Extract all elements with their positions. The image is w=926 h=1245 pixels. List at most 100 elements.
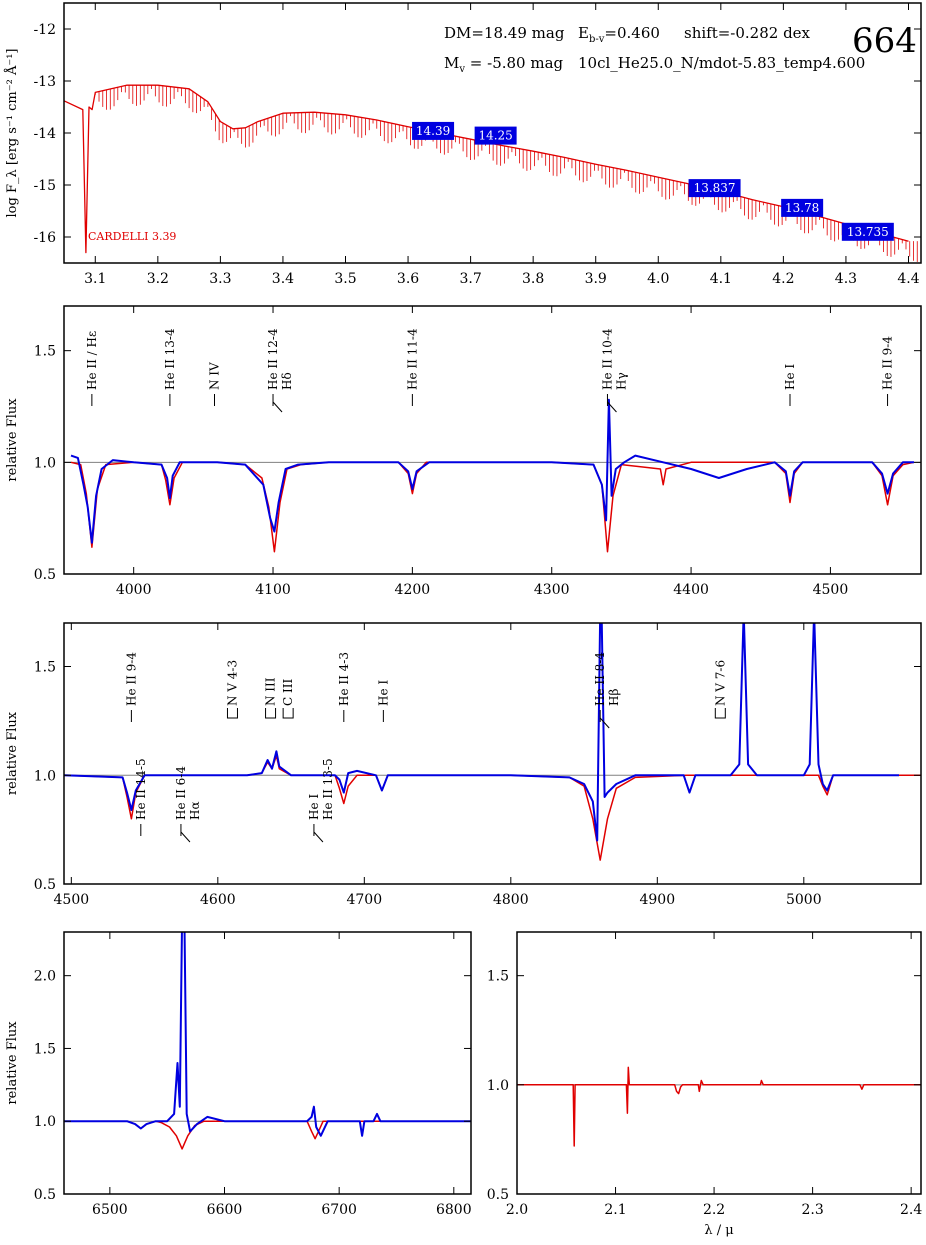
line-id-connector — [313, 831, 324, 843]
blue-panel: 4000 4100 4200 4300 4400 4500 0.5 1.0 1.5 relativ… — [5, 305, 922, 598]
red-observed-spectrum — [64, 932, 471, 1137]
sed-xtick-label: 4.2 — [772, 271, 794, 287]
sed-xtick-label: 4.4 — [897, 271, 919, 287]
blue-frame — [63, 305, 922, 575]
line-id-bracket — [282, 708, 294, 719]
line-id-label: C III — [281, 679, 295, 706]
sed-panel: 14.39 14.25 13.837 13.78 13.735 3.1 3.2 3.3 3.4 3… — [4, 2, 922, 287]
photometry-box — [474, 126, 517, 145]
green-plot-area — [64, 623, 921, 861]
sed-xtick-label: 4.1 — [710, 271, 732, 287]
line-id-bracket — [714, 708, 726, 719]
blue-ylabel: relative Flux — [5, 398, 20, 482]
ir-xtick-label: 2.3 — [801, 1202, 823, 1218]
line-id-label: He II 6-4 — [174, 766, 188, 820]
sed-xtick-label: 3.6 — [397, 271, 419, 287]
red-ytick-label: 1.5 — [34, 1041, 56, 1057]
line-id-bracket — [226, 708, 238, 719]
mv-value: = -5.80 mag — [465, 54, 564, 72]
line-id-label: He I — [783, 364, 797, 390]
ir-xtick-label: 2.1 — [604, 1202, 626, 1218]
line-id-connector — [607, 401, 617, 413]
green-frame — [63, 622, 922, 885]
line-id-label: N III — [264, 677, 278, 706]
photometry-label: 14.39 — [416, 124, 450, 138]
red-ytick-label: 2.0 — [34, 969, 56, 985]
ir-panel: 2.0 2.1 2.2 2.3 2.4 0.5 1.0 1.5 λ / μ — [487, 931, 922, 1238]
line-id-label-secondary: Hδ — [280, 372, 294, 390]
ir-xtick-label: 2.0 — [506, 1202, 528, 1218]
line-id-connector — [180, 831, 191, 843]
line-id-connector — [272, 401, 283, 413]
sed-xtick-label: 4.3 — [835, 271, 857, 287]
blue-xtick-label: 4100 — [255, 582, 291, 598]
sed-ytick-label: -14 — [33, 126, 56, 142]
line-id-label: He II 8-4 — [593, 652, 607, 706]
line-id-connector — [599, 717, 610, 729]
line-id-label: He II 12-4 — [266, 328, 280, 390]
green-xtick-label: 4800 — [493, 892, 529, 908]
dm-text: DM=18.49 mag — [444, 24, 565, 42]
ebv-prefix: E — [578, 24, 589, 42]
panels: 14.39 14.25 13.837 13.78 13.735 3.1 3.2 3.3 3.4 3… — [4, 2, 922, 1238]
red-xtick-label: 6600 — [207, 1202, 243, 1218]
ebv-sub: b-v — [589, 34, 605, 45]
line-id-label: N V 4-3 — [225, 660, 239, 706]
photometry-box — [781, 198, 824, 217]
sed-plot-area — [64, 84, 918, 262]
sed-xtick-label: 3.3 — [209, 271, 231, 287]
red-xtick-label: 6700 — [321, 1202, 357, 1218]
shift-text: shift=-0.282 dex — [684, 24, 811, 42]
ir-ytick-label: 1.5 — [487, 969, 509, 985]
blue-ytick-label: 1.5 — [34, 344, 56, 360]
sed-ytick-label: -15 — [33, 178, 56, 194]
sed-xtick-label: 3.8 — [522, 271, 544, 287]
green-ytick-label: 0.5 — [34, 877, 56, 893]
red-xtick-label: 6500 — [92, 1202, 128, 1218]
green-xtick-label: 4900 — [639, 892, 675, 908]
sed-ylabel: log F_λ [erg s⁻¹ cm⁻² Å⁻¹] — [4, 49, 20, 218]
photometry-label: 13.735 — [847, 225, 889, 239]
object-id-number: 664 — [852, 21, 917, 61]
green-ytick-label: 1.0 — [34, 768, 56, 784]
photometry-label: 14.25 — [478, 129, 512, 143]
mv-text: Mv = -5.80 mag — [444, 54, 564, 75]
photometry-label: 13.78 — [785, 201, 819, 215]
line-id-label: He II 10-4 — [600, 328, 614, 390]
ir-xtick-label: 2.2 — [703, 1202, 725, 1218]
line-id-label-secondary: He II 13-5 — [321, 758, 335, 820]
ir-plot-area — [517, 1066, 921, 1147]
sed-ytick-label: -12 — [33, 22, 56, 38]
blue-ytick-label: 0.5 — [34, 567, 56, 583]
ir-ytick-label: 1.0 — [487, 1078, 509, 1094]
blue-xtick-label: 4500 — [813, 582, 849, 598]
line-id-label: He II 4-3 — [337, 652, 351, 706]
line-id-label: He I — [307, 794, 321, 820]
sed-xtick-label: 3.5 — [334, 271, 356, 287]
ir-model-spectrum — [517, 1066, 921, 1147]
red-plot-area — [64, 932, 471, 1150]
line-id-bracket — [265, 708, 277, 719]
red-ytick-label: 1.0 — [34, 1114, 56, 1130]
sed-xtick-label: 3.7 — [459, 271, 481, 287]
line-id-label-secondary: Hβ — [607, 689, 621, 706]
line-id-label: He II 14-5 — [134, 758, 148, 820]
line-id-label: He II 9-4 — [124, 652, 138, 706]
red-frame — [63, 931, 472, 1195]
line-id-label: He II 11-4 — [405, 328, 419, 390]
blue-xtick-label: 4200 — [395, 582, 431, 598]
sed-xtick-label: 4.0 — [647, 271, 669, 287]
blue-xtick-label: 4000 — [116, 582, 152, 598]
blue-observed-spectrum — [70, 398, 914, 544]
sed-xtick-label: 3.1 — [84, 271, 106, 287]
line-id-label-secondary: Hα — [188, 801, 202, 820]
photometry-label: 13.837 — [694, 181, 736, 195]
ir-xlabel: λ / μ — [704, 1223, 733, 1238]
sed-xtick-label: 3.9 — [585, 271, 607, 287]
line-id-label-secondary: Hγ — [614, 372, 628, 390]
photometry-box — [688, 179, 741, 198]
red-panel: 6500 6600 6700 6800 0.5 1.0 1.5 2.0 relative Flu… — [5, 758, 472, 1218]
sed-header: DM=18.49 mag Eb-v=0.460 shift=-0.282 dex… — [88, 21, 917, 243]
green-xtick-label: 4600 — [200, 892, 236, 908]
